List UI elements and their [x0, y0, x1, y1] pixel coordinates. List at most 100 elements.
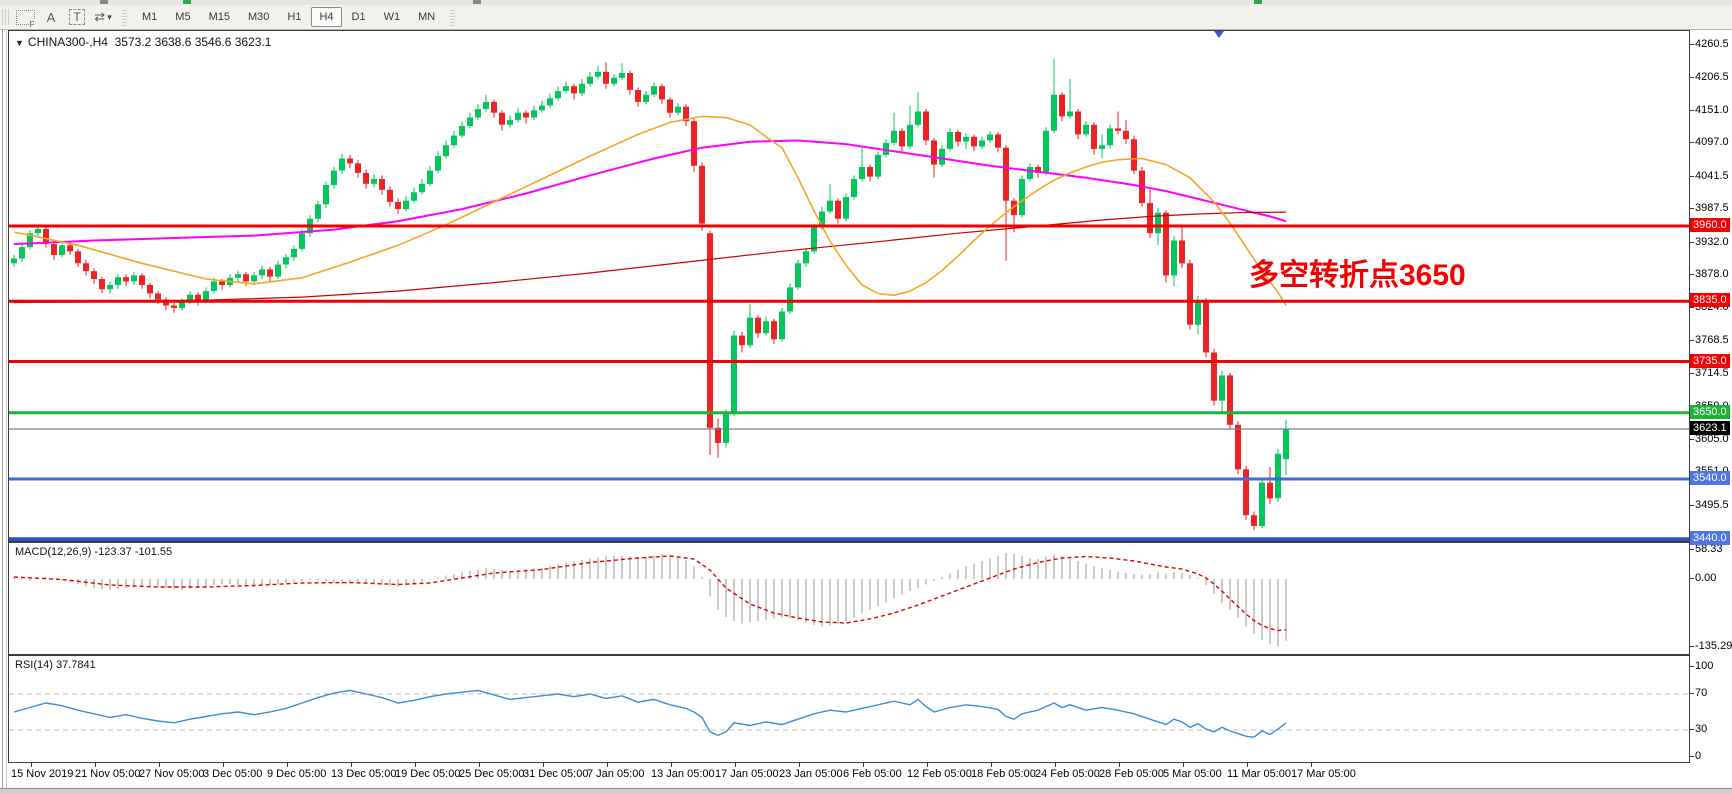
date-tick: [863, 763, 864, 767]
date-tick: [799, 763, 800, 767]
time-axis-label: 5 Mar 05:00: [1163, 768, 1222, 780]
macd-tick-label: 0.00: [1695, 572, 1717, 584]
macd-label: MACD(12,26,9) -123.37 -101.55: [15, 546, 173, 558]
rsi-canvas[interactable]: [9, 656, 1689, 762]
time-axis-label: 11 Mar 05:00: [1227, 768, 1292, 780]
arrows-icon: ⇄: [94, 9, 106, 24]
price-tick: [1690, 373, 1694, 374]
chart-shift-marker-icon[interactable]: [1214, 31, 1224, 38]
price-tick-label: 4151.0: [1695, 104, 1729, 116]
rsi-label: RSI(14) 37.7841: [15, 659, 96, 671]
time-axis-label: 24 Feb 05:00: [1035, 768, 1100, 780]
text-label-button[interactable]: A: [39, 7, 63, 27]
window-left-edge: [6, 29, 7, 794]
time-axis-label: 25 Dec 05:00: [459, 768, 525, 780]
date-tick: [351, 763, 352, 767]
time-axis-label: 12 Feb 05:00: [907, 768, 972, 780]
price-line-badge: 3650.0: [1690, 405, 1730, 419]
chart-title: ▼ CHINA300-,H4 3573.2 3638.6 3546.6 3623.…: [15, 35, 271, 49]
date-tick: [95, 763, 96, 767]
time-axis-label: 13 Dec 05:00: [331, 768, 397, 780]
main-chart-panel: ▼ CHINA300-,H4 3573.2 3638.6 3546.6 3623.…: [8, 30, 1690, 542]
text-box-icon: T: [69, 9, 85, 25]
arrow-styles-button[interactable]: ⇄ ▾: [91, 7, 115, 27]
timeframe-button-d1[interactable]: D1: [351, 11, 366, 23]
price-tick-label: 3605.0: [1695, 433, 1729, 445]
time-axis-label: 13 Jan 05:00: [651, 768, 715, 780]
timeframe-button-m1[interactable]: M1: [142, 11, 158, 23]
price-tick: [1690, 439, 1694, 440]
rsi-tick-label: 70: [1695, 687, 1708, 699]
date-tick: [287, 763, 288, 767]
price-tick-label: 4097.0: [1695, 136, 1729, 148]
text-label-icon: A: [46, 9, 56, 25]
rsi-tick-label: 0: [1695, 750, 1702, 762]
date-tick: [223, 763, 224, 767]
rsi-tick: [1690, 693, 1694, 694]
window-left-edge: [2, 29, 3, 794]
annotation-text: 多空转折点3650: [1249, 259, 1466, 292]
time-axis-label: 17 Mar 05:00: [1291, 768, 1356, 780]
price-line-badge: 3440.0: [1690, 531, 1730, 545]
date-tick: [1247, 763, 1248, 767]
chart-mode-button[interactable]: F: [13, 7, 37, 29]
price-line-badge: 3735.0: [1690, 354, 1730, 368]
timeframe-button-m5[interactable]: M5: [175, 11, 191, 23]
time-axis-label: 19 Dec 05:00: [395, 768, 461, 780]
toolbar-grip-handle[interactable]: [2, 9, 9, 25]
time-axis-label: 7 Jan 05:00: [587, 768, 645, 780]
price-tick-label: 3878.0: [1695, 268, 1729, 280]
time-axis-label: 17 Jan 05:00: [715, 768, 779, 780]
dotted-frame-icon: F: [15, 9, 35, 29]
date-tick: [479, 763, 480, 767]
date-tick: [1119, 763, 1120, 767]
clipped-toolbar-row: [0, 0, 1732, 5]
date-tick: [1311, 763, 1312, 767]
time-axis-label: 18 Feb 05:00: [971, 768, 1036, 780]
price-tick: [1690, 110, 1694, 111]
price-tick-label: 3495.5: [1695, 499, 1729, 511]
timeframe-button-m30[interactable]: M30: [247, 11, 270, 23]
date-tick: [543, 763, 544, 767]
macd-tick: [1690, 646, 1694, 647]
timeframe-button-m15[interactable]: M15: [208, 11, 230, 23]
price-tick-label: 3987.5: [1695, 202, 1729, 214]
price-axis[interactable]: 4260.5 4206.5 4151.0 4097.0 4041.5 3987.5 3932…: [1690, 30, 1732, 763]
chart-symbol: CHINA300-,H4: [27, 35, 108, 49]
price-tick: [1690, 44, 1694, 45]
price-tick: [1690, 77, 1694, 78]
price-tick: [1690, 307, 1694, 308]
price-tick: [1690, 208, 1694, 209]
text-box-button[interactable]: T: [65, 7, 89, 27]
price-tick-label: 3768.5: [1695, 334, 1729, 346]
date-tick: [927, 763, 928, 767]
time-axis-label: 3 Dec 05:00: [203, 768, 263, 780]
toolbar-fragment: [473, 0, 481, 4]
timeframe-button-h1[interactable]: H1: [287, 11, 302, 23]
timeframe-button-mn[interactable]: MN: [418, 11, 436, 23]
price-tick-label: 4206.5: [1695, 71, 1729, 83]
current-price-badge: 3623.1: [1690, 421, 1730, 435]
macd-canvas[interactable]: [9, 543, 1689, 654]
price-tick: [1690, 176, 1694, 177]
timeframe-button-w1[interactable]: W1: [383, 11, 401, 23]
toolbar-separator: [450, 8, 456, 26]
rsi-tick: [1690, 666, 1694, 667]
date-tick: [735, 763, 736, 767]
toolbar-fragment: [1254, 0, 1262, 4]
rsi-tick-label: 30: [1695, 723, 1708, 735]
timeframe-buttons: M1 M5 M15 M30 H1 H4 D1 W1 MN: [133, 7, 444, 27]
symbol-dropdown-icon[interactable]: ▼: [15, 38, 24, 48]
macd-tick-label: 58.33: [1695, 543, 1723, 555]
time-axis[interactable]: 15 Nov 2019 21 Nov 05:00 27 Nov 05:00 3 Dec…: [8, 763, 1690, 788]
rsi-indicator-panel: RSI(14) 37.7841: [8, 655, 1690, 763]
rsi-tick-label: 100: [1695, 660, 1714, 672]
timeframe-button-h4[interactable]: H4: [311, 7, 342, 27]
toolbar-fragment: [100, 0, 108, 4]
macd-indicator-panel: MACD(12,26,9) -123.37 -101.55: [8, 542, 1690, 655]
macd-tick: [1690, 549, 1694, 550]
main-chart-canvas[interactable]: [9, 31, 1689, 541]
chart-ohlc-values: 3573.2 3638.6 3546.6 3623.1: [114, 35, 272, 49]
date-tick: [1183, 763, 1184, 767]
